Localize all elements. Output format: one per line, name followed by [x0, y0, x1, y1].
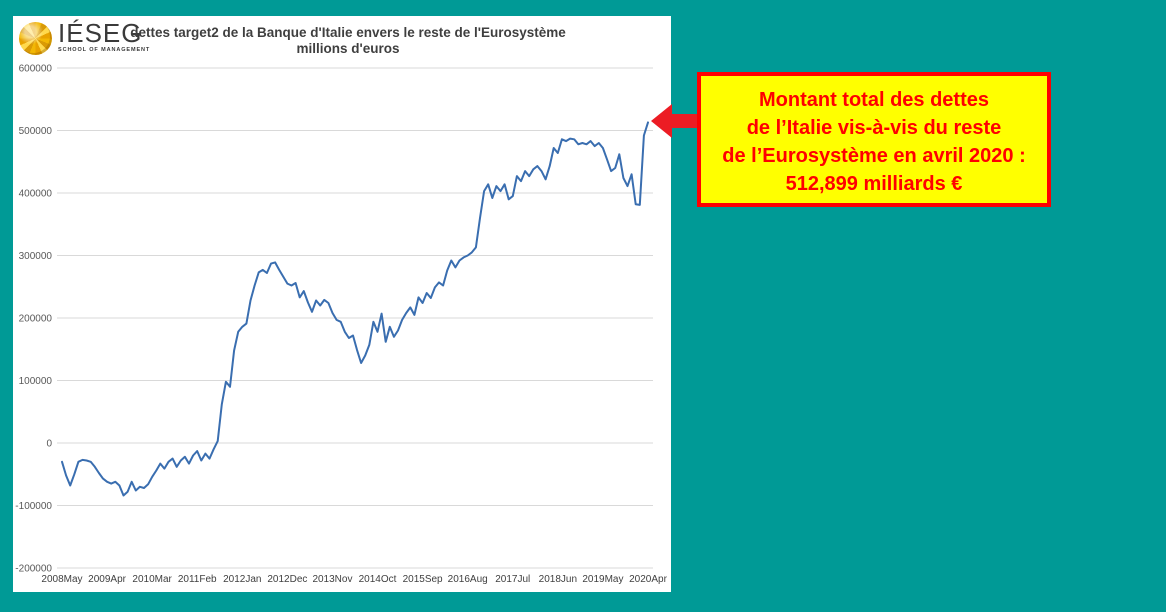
- ieseg-globe-icon: [19, 22, 52, 55]
- y-axis-tick-label: 0: [46, 439, 52, 450]
- callout-line-4: 512,899 milliards €: [785, 173, 963, 195]
- ieseg-logo-text: IÉSEG SCHOOL OF MANAGEMENT: [58, 19, 150, 53]
- y-axis-tick-label: 300000: [19, 251, 53, 262]
- y-axis-tick-label: 600000: [19, 64, 53, 75]
- x-axis-tick-label: 2013Nov: [312, 574, 352, 585]
- x-axis-tick-label: 2012Dec: [267, 574, 307, 585]
- x-axis-tick-label: 2011Feb: [178, 574, 217, 585]
- y-axis-tick-label: -200000: [15, 564, 52, 575]
- x-axis-tick-label: 2018Jun: [539, 574, 577, 585]
- y-axis-tick-label: 400000: [19, 189, 53, 200]
- ieseg-logo-subtitle: SCHOOL OF MANAGEMENT: [58, 47, 151, 53]
- callout-line-3: de l’Eurosystème en avril 2020 :: [722, 145, 1026, 167]
- red-arrow-svg: [651, 104, 701, 138]
- x-axis-tick-label: 2009Apr: [88, 574, 126, 585]
- x-axis-tick-label: 2015Sep: [403, 574, 443, 585]
- chart-title-line1: dettes target2 de la Banque d'Italie env…: [130, 25, 566, 40]
- x-axis-tick-label: 2012Jan: [223, 574, 261, 585]
- y-axis-tick-label: 500000: [19, 126, 53, 137]
- target2-debt-line: [61, 121, 649, 497]
- y-axis-tick-label: 100000: [19, 376, 53, 387]
- x-axis-tick-label: 2017Jul: [495, 574, 530, 585]
- x-axis-tick-label: 2014Oct: [359, 574, 397, 585]
- ieseg-logo: IÉSEG SCHOOL OF MANAGEMENT: [19, 19, 150, 55]
- chart-panel: IÉSEG SCHOOL OF MANAGEMENT dettes target…: [13, 16, 671, 592]
- callout-line-2: de l’Italie vis-à-vis du reste: [746, 117, 1002, 139]
- x-axis-tick-label: 2016Aug: [448, 574, 488, 585]
- red-arrow: [649, 102, 701, 140]
- y-axis-tick-label: 200000: [19, 314, 53, 325]
- x-axis-tick-label: 2010Mar: [132, 574, 172, 585]
- target2-line-chart: 600000 500000 400000 300000 200000 100000 0 -10…: [15, 64, 667, 586]
- callout-line-1: Montant total des dettes: [758, 89, 989, 111]
- x-axis-tick-label: 2020Apr: [629, 574, 667, 585]
- chart-title-line2: millions d'euros: [296, 41, 400, 56]
- ieseg-logo-name: IÉSEG: [58, 18, 143, 48]
- red-arrow-shape: [651, 104, 701, 138]
- x-axis-tick-label: 2008May: [41, 574, 82, 585]
- callout-box: Montant total des dettes de l’Italie vis…: [697, 72, 1051, 207]
- chart-title: dettes target2 de la Banque d'Italie env…: [53, 25, 643, 57]
- y-axis-tick-label: -100000: [15, 501, 52, 512]
- x-axis-tick-label: 2019May: [582, 574, 623, 585]
